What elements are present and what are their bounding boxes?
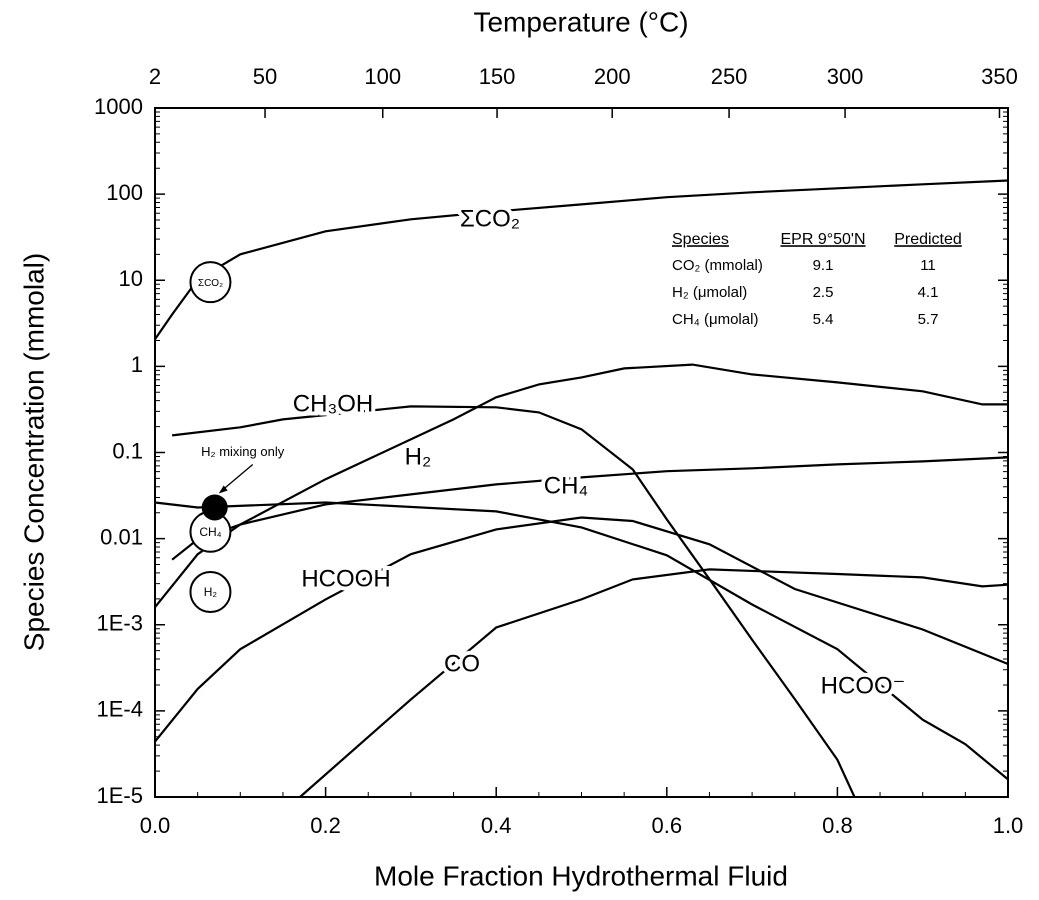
curve-label: CH₄ (544, 472, 588, 499)
y-tick-label: 1 (131, 352, 143, 377)
arrow-shaft (220, 463, 254, 492)
y-tick-label: 0.1 (112, 438, 143, 463)
observation-label: H₂ (204, 585, 218, 599)
table-cell: H₂ (μmolal) (672, 284, 747, 301)
table-cell: 9.1 (813, 257, 834, 274)
x2-tick-label: 150 (479, 64, 516, 89)
x2-axis-title: Temperature (°C) (473, 6, 688, 37)
series-line (154, 501, 1009, 781)
mixing-label: H₂ mixing only (201, 444, 285, 459)
series-line (154, 516, 1009, 743)
table-cell: 2.5 (813, 284, 834, 301)
curve-label: CO (444, 650, 480, 677)
series-line (299, 568, 1009, 798)
x-tick-label: 0.2 (310, 813, 341, 838)
table-cell: CH₄ (μmolal) (672, 311, 758, 328)
series-line (171, 405, 856, 798)
table-cell: 5.7 (918, 311, 939, 328)
curve-label: H₂ (405, 443, 432, 470)
x-tick-label: 0.4 (481, 813, 512, 838)
series-line (154, 179, 1009, 340)
y-tick-label: 1E-5 (97, 783, 143, 808)
observation-label: CH₄ (199, 525, 221, 539)
x-axis-title: Mole Fraction Hydrothermal Fluid (374, 860, 788, 891)
table-header: Species (672, 231, 729, 248)
series-line (171, 456, 1009, 561)
x-tick-label: 0.0 (140, 813, 171, 838)
table-header: EPR 9°50'N (780, 231, 865, 248)
x2-tick-label: 50 (253, 64, 277, 89)
y-tick-label: 1E-3 (97, 611, 143, 636)
x2-tick-label: 300 (827, 64, 864, 89)
curve-label: HCOOH (301, 565, 390, 592)
y-tick-label: 1000 (94, 94, 143, 119)
x2-tick-label: 100 (364, 64, 401, 89)
y-tick-label: 10 (119, 266, 143, 291)
observation-marker (189, 571, 232, 614)
table-cell: 11 (920, 257, 936, 274)
curve-label: CH₃OH (293, 390, 373, 417)
table-cell: CO₂ (mmolal) (672, 257, 763, 274)
x-tick-label: 1.0 (993, 813, 1024, 838)
y-tick-label: 100 (106, 180, 143, 205)
observation-marker (189, 261, 232, 304)
y-tick-label: 0.01 (100, 524, 143, 549)
curve-label: HCOO⁻ (821, 672, 906, 699)
curve-label: ΣCO₂ (460, 205, 520, 232)
x2-tick-label: 200 (594, 64, 631, 89)
series-line (154, 363, 1008, 608)
x-tick-label: 0.8 (822, 813, 853, 838)
x-tick-label: 0.6 (652, 813, 683, 838)
table-cell: 5.4 (813, 311, 834, 328)
observation-label: ΣCO₂ (198, 278, 223, 289)
x2-tick-label: 250 (711, 64, 748, 89)
y-axis-title: Species Concentration (mmolal) (18, 253, 49, 651)
table-header: Predicted (894, 231, 962, 248)
arrow-head (218, 485, 228, 494)
x2-tick-label: 2 (149, 64, 161, 89)
y-tick-label: 1E-4 (97, 697, 143, 722)
mixing-point (201, 494, 228, 521)
table-cell: 4.1 (918, 284, 939, 301)
x2-tick-label: 350 (981, 64, 1018, 89)
